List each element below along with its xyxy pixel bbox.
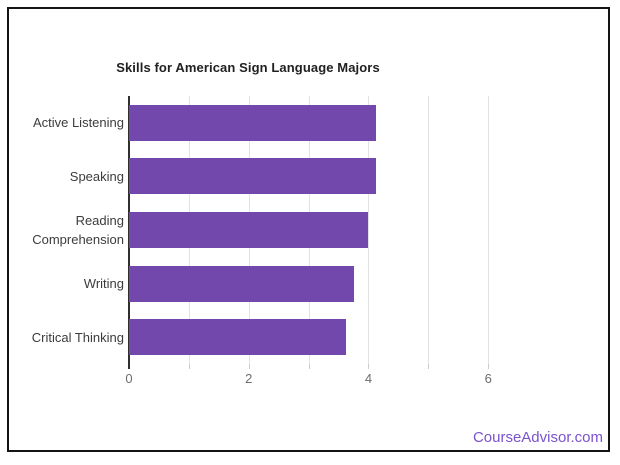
plot-area — [128, 96, 584, 369]
category-row: Reading Comprehension — [0, 203, 124, 257]
courseadvisor-watermark: CourseAdvisor.com — [472, 429, 603, 446]
y-axis-labels: Active Listening Speaking Reading Compre… — [0, 96, 124, 364]
bar-critical-thinking — [129, 319, 347, 356]
bar-active-listening — [129, 104, 377, 141]
category-label-writing: Writing — [83, 276, 124, 292]
tick-mark — [188, 364, 190, 369]
bar-speaking — [129, 158, 377, 195]
tick-mark — [308, 364, 310, 369]
tick-mark — [248, 364, 250, 369]
category-row: Active Listening — [0, 96, 124, 150]
bar-writing — [129, 265, 354, 302]
tick-mark — [428, 364, 430, 369]
x-axis-tick-labels: 0 2 4 6 — [125, 371, 584, 387]
x-tick-label: 0 — [125, 371, 133, 386]
x-tick-label: 6 — [484, 371, 492, 386]
bar-row — [129, 96, 584, 150]
category-row: Writing — [0, 257, 124, 311]
category-label-reading-comprehension: Reading Comprehension — [32, 212, 124, 247]
category-label-speaking: Speaking — [69, 168, 124, 184]
chart-title: Skills for American Sign Language Majors — [116, 60, 380, 75]
bar-row — [129, 150, 584, 204]
category-row: Critical Thinking — [0, 310, 124, 364]
bar-row — [129, 310, 584, 364]
gridline — [368, 96, 370, 364]
bar-row — [129, 203, 584, 257]
tick-mark — [488, 364, 490, 369]
bar-reading-comprehension — [129, 211, 369, 248]
category-row: Speaking — [0, 150, 124, 204]
category-label-critical-thinking: Critical Thinking — [31, 329, 124, 345]
x-tick-label: 4 — [364, 371, 373, 386]
tick-mark — [368, 364, 370, 369]
category-label-active-listening: Active Listening — [32, 115, 124, 131]
gridline — [428, 96, 430, 364]
bar-row — [129, 257, 584, 311]
gridline — [488, 96, 490, 364]
x-tick-label: 2 — [245, 371, 253, 386]
